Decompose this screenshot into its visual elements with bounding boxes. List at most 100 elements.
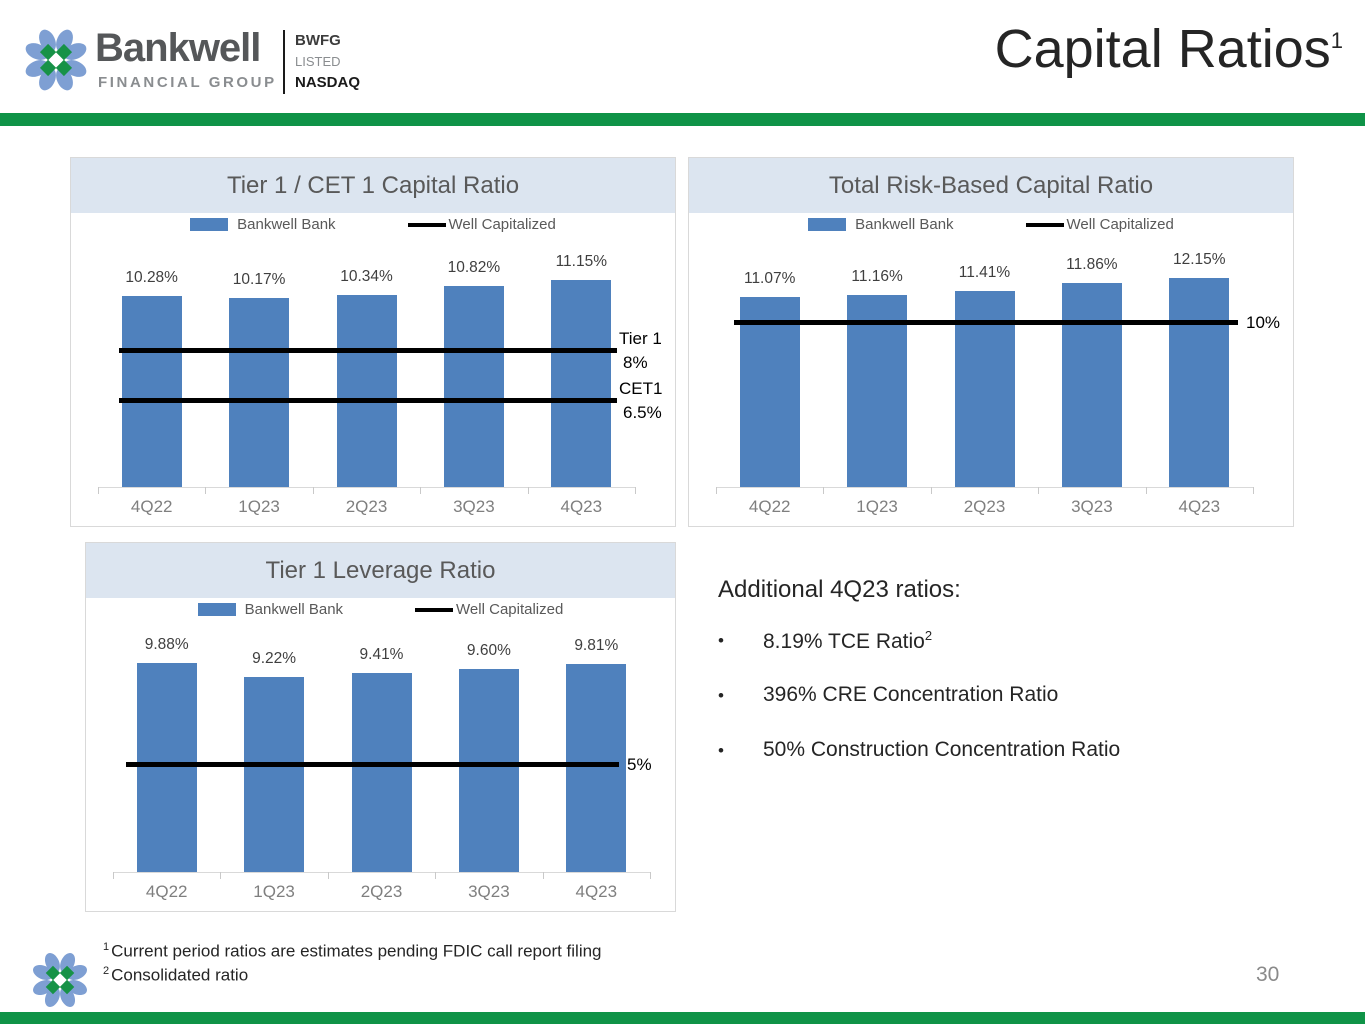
- category-label: 1Q23: [238, 497, 280, 516]
- bar: [443, 285, 504, 487]
- axis-tick: [716, 487, 717, 494]
- legend-line-label: Well Capitalized: [456, 601, 564, 618]
- category-label: 3Q23: [453, 497, 495, 516]
- axis-tick: [1145, 487, 1147, 494]
- axis-tick: [635, 487, 636, 494]
- nasdaq-listing-block: BWFG LISTED NASDAQ: [295, 33, 360, 90]
- bullet-construction-concentration: • 50% Construction Concentration Ratio: [718, 738, 1120, 762]
- category-label: 1Q23: [856, 497, 898, 516]
- axis-tick: [823, 487, 825, 494]
- category-label: 1Q23: [253, 882, 295, 901]
- threshold-name: CET1: [619, 379, 663, 398]
- category-label: 4Q23: [1178, 497, 1221, 516]
- threshold-line: [734, 320, 1238, 325]
- bar: [121, 295, 182, 487]
- chart-title: Tier 1 Leverage Ratio: [265, 556, 496, 584]
- brand-subtitle: FINANCIAL GROUP: [98, 74, 277, 91]
- category-label: 4Q22: [748, 497, 791, 516]
- bar: [566, 664, 627, 872]
- additional-ratios-heading: Additional 4Q23 ratios:: [718, 576, 961, 603]
- chart-legend: Bankwell Bank Well Capitalized: [71, 216, 675, 233]
- axis-tick: [650, 872, 651, 879]
- axis-tick: [435, 872, 437, 879]
- threshold-line: [119, 348, 617, 353]
- bar: [244, 676, 305, 872]
- legend-bar-label: Bankwell Bank: [244, 601, 344, 618]
- category-label: 4Q23: [560, 497, 603, 516]
- bar: [336, 294, 397, 487]
- x-axis: [98, 487, 635, 488]
- bullet-icon: •: [718, 741, 724, 760]
- plot-area: 10.28% 4Q22 10.17% 1Q23 10.34% 2Q23 10.82% 3Q23…: [71, 158, 675, 526]
- axis-tick: [312, 487, 314, 494]
- bullet-cre-concentration: • 396% CRE Concentration Ratio: [718, 683, 1058, 707]
- category-label: 2Q23: [345, 497, 388, 516]
- axis-tick: [1038, 487, 1040, 494]
- plot-area: 9.88% 4Q22 9.22% 1Q23 9.41% 2Q23 9.60% 3Q23 9.81…: [86, 543, 675, 911]
- axis-tick: [420, 487, 422, 494]
- bar-value-label: 11.86%: [1066, 256, 1118, 274]
- bar: [1061, 283, 1122, 487]
- bar: [847, 295, 908, 487]
- category-label: 4Q22: [145, 882, 188, 901]
- bar: [551, 279, 612, 487]
- page-title: Capital Ratios1: [994, 19, 1343, 79]
- chart-title-band: Tier 1 Leverage Ratio: [86, 543, 675, 598]
- chart-title-band: Total Risk-Based Capital Ratio: [689, 158, 1293, 213]
- chart-panel-tier1-cet1: Tier 1 / CET 1 Capital Ratio Bankwell Ba…: [70, 157, 676, 527]
- category-label: 2Q23: [360, 882, 403, 901]
- bar-value-label: 9.60%: [466, 641, 511, 659]
- legend-line-swatch: [415, 607, 454, 612]
- axis-tick: [113, 872, 114, 879]
- listed-label: LISTED: [295, 54, 341, 69]
- brand-divider: [283, 30, 285, 94]
- header-accent-bar: [0, 113, 1365, 126]
- bankwell-pinwheel-mark-icon: [30, 950, 90, 1010]
- bullet-icon: •: [718, 686, 724, 705]
- axis-tick: [542, 872, 544, 879]
- axis-tick: [98, 487, 99, 494]
- brand-name: Bankwell: [95, 26, 261, 70]
- threshold-value: 5%: [627, 755, 652, 774]
- axis-tick: [327, 872, 329, 879]
- legend-line-swatch: [1025, 222, 1064, 227]
- bar-value-label: 11.41%: [958, 263, 1011, 281]
- bar-value-label: 10.34%: [340, 267, 393, 285]
- legend-bar-label: Bankwell Bank: [237, 216, 336, 233]
- chart-panel-total-risk-based: Total Risk-Based Capital Ratio Bankwell …: [688, 157, 1294, 527]
- bullet-text: 396% CRE Concentration Ratio: [763, 683, 1059, 706]
- legend-bar-swatch: [190, 218, 229, 231]
- bar-value-label: 11.07%: [743, 269, 796, 287]
- bar: [136, 662, 197, 872]
- axis-tick: [527, 487, 529, 494]
- chart-panel-tier1-leverage: Tier 1 Leverage Ratio Bankwell Bank Well…: [85, 542, 676, 912]
- footnote-2: 2 Consolidated ratio: [103, 965, 249, 985]
- bar-value-label: 10.17%: [232, 270, 286, 288]
- footer-accent-bar: [0, 1012, 1365, 1024]
- category-label: 4Q23: [575, 882, 618, 901]
- bar-value-label: 12.15%: [1173, 251, 1226, 269]
- bar: [1169, 278, 1230, 487]
- bullet-icon: •: [718, 631, 724, 650]
- bar: [739, 296, 800, 487]
- threshold-value: 10%: [1246, 313, 1281, 332]
- bar-value-label: 9.22%: [252, 649, 297, 667]
- x-axis: [716, 487, 1253, 488]
- legend-bar-label: Bankwell Bank: [855, 216, 954, 233]
- legend-bar-swatch: [808, 218, 847, 231]
- legend-line-swatch: [407, 222, 446, 227]
- bar-value-label: 9.41%: [359, 645, 404, 663]
- bar-value-label: 11.16%: [851, 268, 903, 286]
- bankwell-pinwheel-logo-icon: [22, 26, 90, 94]
- bar-value-label: 11.15%: [555, 252, 607, 270]
- bar: [229, 297, 290, 487]
- chart-title-band: Tier 1 / CET 1 Capital Ratio: [71, 158, 675, 213]
- chart-legend: Bankwell Bank Well Capitalized: [86, 601, 675, 618]
- threshold-line: [126, 762, 619, 767]
- category-label: 3Q23: [1071, 497, 1113, 516]
- axis-tick: [1253, 487, 1254, 494]
- bar-value-label: 9.88%: [144, 635, 189, 653]
- bar-value-label: 10.82%: [447, 258, 501, 276]
- category-label: 4Q22: [130, 497, 173, 516]
- axis-tick: [205, 487, 207, 494]
